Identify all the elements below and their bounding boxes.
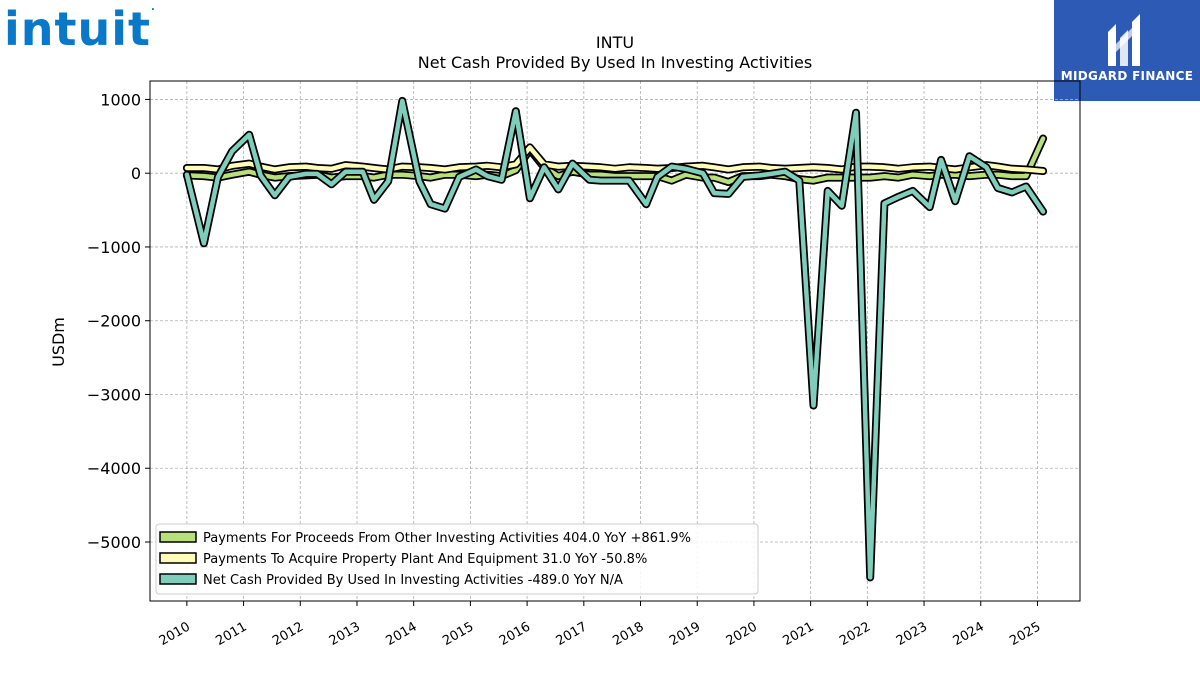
y-tick-label: −5000 [87, 533, 141, 552]
series-lines [182, 96, 1048, 582]
x-tick-label: 2016 [497, 619, 533, 649]
x-tick-label: 2012 [270, 619, 306, 649]
x-tick-label: 2023 [894, 619, 930, 649]
x-tick-label: 2011 [213, 619, 249, 649]
x-axis: 2010 2011 2012 2013 2014 2015 2016 2017 2018 2019… [157, 601, 1043, 649]
legend-swatch-3 [159, 573, 197, 585]
y-axis-label: USDm [49, 317, 68, 367]
intuit-logo-mark: . [151, 2, 156, 13]
y-tick-label: −3000 [87, 385, 141, 404]
plot-frame [149, 80, 1081, 602]
legend-box [155, 523, 759, 595]
x-tick-label: 2025 [1007, 619, 1043, 649]
x-tick-label: 2015 [440, 619, 476, 649]
x-tick-label: 2020 [724, 619, 760, 649]
chart-subtitle: Net Cash Provided By Used In Investing A… [418, 53, 812, 72]
x-tick-label: 2010 [157, 619, 193, 649]
x-tick-label: 2022 [837, 619, 873, 649]
y-tick-label: 0 [131, 164, 141, 183]
legend-swatch-1 [159, 531, 197, 543]
x-tick-label: 2018 [610, 619, 646, 649]
series-2-line [184, 145, 1046, 174]
x-tick-label: 2017 [554, 619, 590, 649]
series-1-line [184, 136, 1046, 185]
series-3-line [184, 98, 1046, 580]
legend-label-1: Payments For Proceeds From Other Investi… [203, 531, 691, 546]
y-tick-label: 1000 [100, 90, 141, 109]
x-tick-label: 2021 [780, 619, 816, 649]
y-tick-label: −1000 [87, 238, 141, 257]
legend-swatch-2 [159, 552, 197, 564]
x-tick-label: 2013 [327, 619, 363, 649]
y-tick-label: −4000 [87, 459, 141, 478]
chart-title: INTU [596, 33, 634, 52]
y-axis: 1000 0 −1000 −2000 −3000 −4000 −5000 [87, 90, 150, 552]
legend: Payments For Proceeds From Other Investi… [155, 523, 759, 595]
midgard-m-icon [1108, 14, 1140, 66]
midgard-finance-logo: MIDGARD FINANCE [1054, 0, 1200, 101]
x-tick-label: 2014 [384, 619, 420, 649]
x-tick-label: 2019 [667, 619, 703, 649]
legend-label-3: Net Cash Provided By Used In Investing A… [203, 573, 623, 588]
intuit-logo: intuit. [4, 2, 156, 56]
y-tick-label: −2000 [87, 312, 141, 331]
legend-label-2: Payments To Acquire Property Plant And E… [203, 552, 647, 567]
intuit-logo-text: intuit [4, 2, 152, 56]
midgard-finance-name: MIDGARD FINANCE [1060, 69, 1194, 83]
x-tick-label: 2024 [951, 619, 987, 649]
